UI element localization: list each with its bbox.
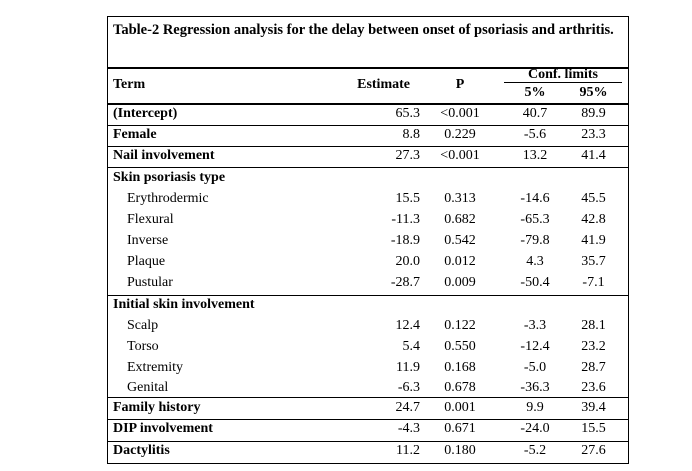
row-p-value: <0.001	[440, 148, 480, 163]
row-lower-limit: -14.6	[520, 191, 550, 206]
row-lower-limit: 9.9	[526, 400, 544, 415]
row-term: DIP involvement	[113, 421, 213, 436]
row-estimate: 8.8	[402, 127, 421, 142]
conf-limits-underline	[504, 82, 622, 83]
row-rule	[107, 125, 629, 126]
row-term: Dactylitis	[113, 443, 170, 458]
row-upper-limit: 23.2	[581, 339, 606, 354]
row-term: (Intercept)	[113, 106, 178, 121]
row-term: Extremity	[127, 360, 183, 375]
row-p-value: 0.012	[444, 254, 476, 269]
row-term: Torso	[127, 339, 159, 354]
row-lower-limit: 4.3	[526, 254, 544, 269]
row-p-value: 0.122	[444, 318, 476, 333]
row-upper-limit: 23.6	[581, 380, 606, 395]
header-lower: 5%	[524, 85, 546, 100]
row-term: Erythrodermic	[127, 191, 209, 206]
row-estimate: 11.9	[396, 360, 420, 375]
table-caption: Table-2 Regression analysis for the dela…	[113, 22, 614, 38]
row-estimate: 15.5	[395, 191, 421, 206]
row-lower-limit: -65.3	[520, 212, 550, 227]
row-estimate: -28.7	[390, 275, 420, 290]
row-lower-limit: -24.0	[520, 421, 550, 436]
group-rule	[107, 397, 629, 398]
row-term: Scalp	[127, 318, 159, 333]
row-p-value: 0.671	[444, 421, 476, 436]
row-estimate: -18.9	[390, 233, 420, 248]
row-lower-limit: -5.6	[523, 127, 547, 142]
row-upper-limit: 27.6	[581, 443, 606, 458]
row-term: Inverse	[127, 233, 169, 248]
header-estimate: Estimate	[357, 77, 410, 92]
row-p-value: 0.682	[444, 212, 476, 227]
row-lower-limit: -5.2	[523, 443, 547, 458]
row-rule	[107, 419, 629, 420]
row-upper-limit: 35.7	[581, 254, 606, 269]
row-upper-limit: 41.9	[581, 233, 606, 248]
row-estimate: 65.3	[395, 106, 421, 121]
row-rule	[107, 167, 629, 168]
row-upper-limit: 28.7	[581, 360, 606, 375]
header-upper: 95%	[579, 85, 608, 100]
row-estimate: 12.4	[395, 318, 421, 333]
row-p-value: 0.229	[444, 127, 476, 142]
row-term: Pustular	[127, 275, 173, 290]
row-lower-limit: -36.3	[520, 380, 550, 395]
row-p-value: 0.001	[444, 400, 476, 415]
row-p-value: 0.678	[444, 380, 476, 395]
group-heading: Initial skin involvement	[113, 297, 255, 312]
header-rule	[107, 103, 629, 105]
row-upper-limit: 23.3	[581, 127, 606, 142]
row-estimate: 20.0	[395, 254, 421, 269]
row-term: Female	[113, 127, 157, 142]
header-p: P	[455, 77, 465, 92]
row-estimate: 27.3	[395, 148, 421, 163]
row-p-value: 0.180	[444, 443, 476, 458]
header-conf-limits: Conf. limits	[528, 67, 598, 82]
group-rule	[107, 295, 629, 296]
row-estimate: -11.3	[391, 212, 420, 227]
row-p-value: 0.168	[444, 360, 476, 375]
row-lower-limit: 40.7	[522, 106, 548, 121]
row-lower-limit: -3.3	[523, 318, 547, 333]
row-rule	[107, 146, 629, 147]
row-rule	[107, 441, 629, 442]
row-estimate: -4.3	[397, 421, 420, 436]
row-p-value: <0.001	[440, 106, 480, 121]
row-upper-limit: 42.8	[581, 212, 606, 227]
row-term: Flexural	[127, 212, 174, 227]
row-p-value: 0.009	[444, 275, 476, 290]
header-term: Term	[113, 77, 146, 92]
row-estimate: -6.3	[397, 380, 420, 395]
row-upper-limit: 41.4	[581, 148, 606, 163]
group-heading: Skin psoriasis type	[113, 170, 226, 185]
row-lower-limit: -50.4	[520, 275, 550, 290]
row-lower-limit: -5.0	[523, 360, 547, 375]
row-estimate: 24.7	[395, 400, 421, 415]
row-upper-limit: -7.1	[582, 275, 605, 290]
row-term: Nail involvement	[113, 148, 215, 163]
row-upper-limit: 15.5	[581, 421, 606, 436]
row-lower-limit: -12.4	[520, 339, 550, 354]
row-lower-limit: -79.8	[520, 233, 550, 248]
row-p-value: 0.313	[444, 191, 476, 206]
row-lower-limit: 13.2	[522, 148, 548, 163]
row-upper-limit: 89.9	[581, 106, 606, 121]
row-p-value: 0.542	[444, 233, 476, 248]
table-border	[107, 16, 629, 464]
row-p-value: 0.550	[444, 339, 476, 354]
row-estimate: 5.4	[402, 339, 421, 354]
caption-rule	[107, 67, 629, 69]
row-upper-limit: 39.4	[581, 400, 606, 415]
row-upper-limit: 28.1	[581, 318, 606, 333]
row-term: Plaque	[127, 254, 166, 269]
row-term: Genital	[127, 380, 169, 395]
row-estimate: 11.2	[396, 443, 420, 458]
row-upper-limit: 45.5	[581, 191, 606, 206]
row-term: Family history	[113, 400, 201, 415]
